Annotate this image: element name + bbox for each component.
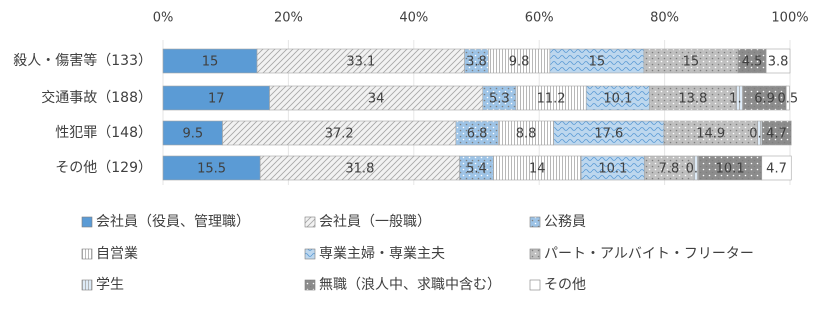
legend-label: 公務員 [544, 214, 586, 230]
bar-segment [649, 85, 737, 111]
data-label: 0.5 [777, 92, 798, 107]
bar-segment [644, 155, 694, 181]
legend-swatch [304, 216, 316, 228]
legend-label: その他 [544, 277, 586, 293]
x-tick-label: 40% [399, 11, 428, 26]
bar-segment [761, 120, 792, 146]
data-label: 37.2 [325, 127, 354, 142]
bar-segment [785, 85, 790, 111]
data-label: 6.9 [754, 92, 775, 107]
legend-swatch [304, 279, 316, 291]
data-label: 13.8 [678, 92, 707, 107]
bar-segment [663, 120, 758, 146]
bar-segment [742, 85, 787, 111]
y-tick-label: 交通事故（188） [41, 89, 152, 106]
legend-label: 会社員（役員、管理職） [96, 214, 250, 230]
x-tick-label: 80% [650, 11, 679, 26]
bar-segment [482, 85, 517, 111]
bar-segment [222, 120, 457, 146]
bar-segment [488, 48, 551, 74]
bar-segment [737, 48, 767, 74]
legend-label: 会社員（一般職） [319, 214, 431, 230]
bar-segment [553, 120, 665, 146]
y-tick-label: 殺人・傷害等（133） [13, 52, 152, 69]
bar-segment [643, 48, 739, 74]
data-label: 4.5 [742, 55, 763, 70]
data-label: 7.8 [659, 162, 680, 177]
data-label: 10.1 [603, 92, 632, 107]
bar-segment [162, 155, 261, 181]
legend-swatch [304, 248, 316, 260]
bar-segment [698, 155, 763, 181]
bar-segment [585, 85, 650, 111]
data-label: 14.9 [696, 127, 725, 142]
bar-segment [455, 120, 499, 146]
y-tick-label: その他（129） [55, 160, 152, 176]
data-label: 10.1 [716, 162, 745, 177]
data-label: 31.8 [345, 162, 374, 177]
legend-label: 学生 [96, 277, 124, 293]
legend-swatch [81, 279, 93, 291]
x-tick-label: 0% [153, 11, 174, 26]
data-label: 3.8 [466, 55, 487, 70]
data-label: 6.8 [467, 127, 488, 142]
legend-label: 自営業 [96, 246, 138, 262]
data-label: 8.8 [516, 127, 537, 142]
data-label: 5.3 [489, 92, 510, 107]
legend-swatch [529, 248, 541, 260]
bar-segment [765, 48, 791, 74]
y-tick-label: 性犯罪（148） [55, 125, 152, 141]
data-label: 15 [683, 55, 700, 70]
legend-label: 専業主婦・専業主夫 [319, 245, 445, 262]
data-label: 34 [368, 92, 385, 107]
data-label: 10.1 [598, 162, 627, 177]
legend-label: パート・アルバイト・フリーター [544, 246, 754, 262]
data-label: 3.8 [768, 55, 789, 70]
legend-swatch [81, 216, 93, 228]
legend-swatch [529, 216, 541, 228]
data-label: 33.1 [346, 55, 375, 70]
bar-segment [498, 120, 554, 146]
data-label: 14 [529, 162, 546, 177]
data-label: 15 [202, 55, 219, 70]
data-label: 4.7 [766, 127, 787, 142]
x-tick-label: 100% [771, 11, 808, 26]
bar-segment [162, 48, 258, 74]
data-label: 17 [208, 92, 225, 107]
bar-segment [549, 48, 645, 74]
legend-label: 無職（浪人中、求職中含む） [319, 277, 501, 293]
data-label: 15 [589, 55, 606, 70]
data-label: 4.7 [766, 162, 787, 177]
bar-segment [580, 155, 645, 181]
x-tick-label: 60% [525, 11, 554, 26]
data-label: 5.4 [466, 162, 487, 177]
data-label: 9.5 [182, 127, 203, 142]
bar-segment [162, 85, 270, 111]
bar-segment [259, 155, 460, 181]
data-label: 9.8 [509, 55, 530, 70]
bar-segment [515, 85, 587, 111]
bar-segment [761, 155, 792, 181]
legend-swatch [81, 248, 93, 260]
data-label: 11.2 [537, 92, 566, 107]
legend-swatch [529, 279, 541, 291]
data-label: 17.6 [594, 127, 623, 142]
data-label: 15.5 [197, 162, 226, 177]
x-tick-label: 20% [274, 11, 303, 26]
